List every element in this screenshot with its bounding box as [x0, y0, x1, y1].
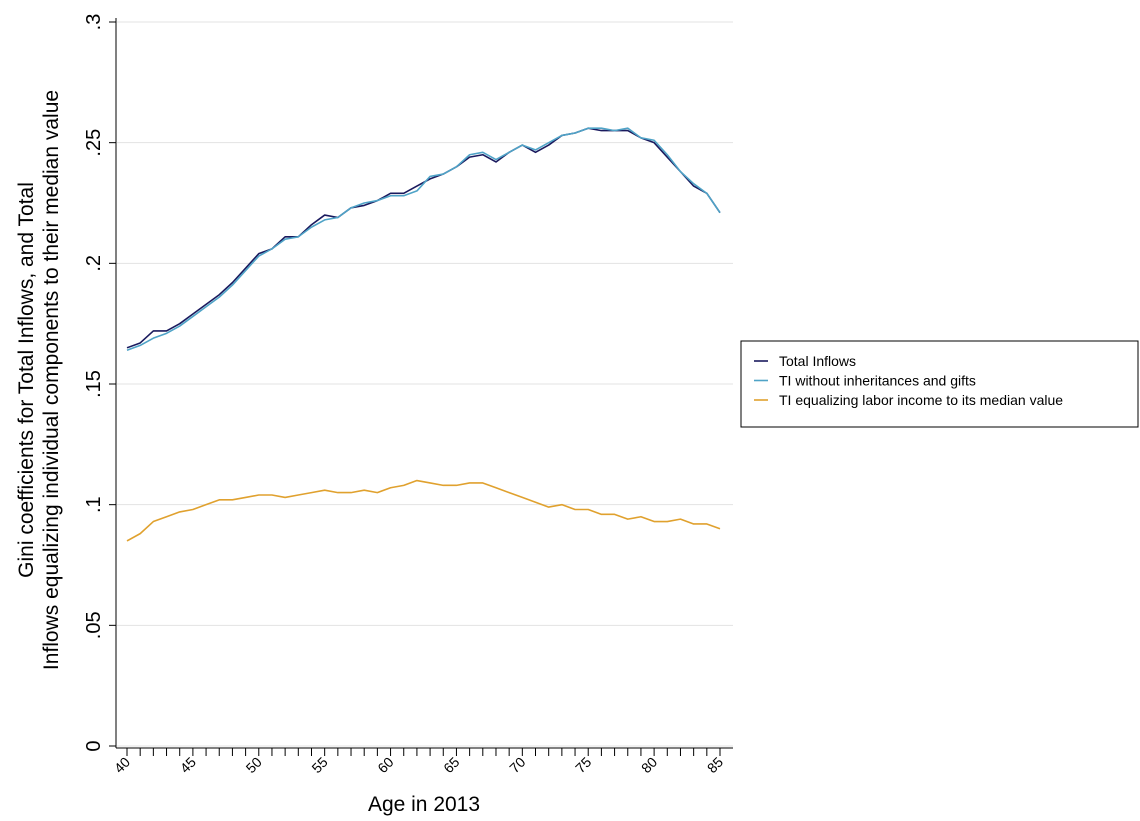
y-axis-title-line-1: Gini coefficients for Total Inflows, and…	[15, 182, 38, 578]
x-tick-label: 50	[243, 754, 265, 776]
series-line-3	[126, 479, 721, 542]
x-tick-label: 85	[704, 754, 726, 776]
x-tick-label: 80	[638, 754, 660, 776]
legend-label: TI without inheritances and gifts	[779, 373, 976, 389]
x-tick-label: 75	[572, 754, 594, 776]
legend: Total Inflows TI without inheritances and…	[740, 340, 1139, 428]
legend-box	[740, 340, 1139, 428]
legend-label: TI equalizing labor income to its median…	[779, 392, 1063, 408]
y-tick-label: .1	[83, 496, 105, 513]
y-tick-label: .05	[83, 611, 105, 639]
y-tick-label: .2	[83, 255, 105, 272]
series-line-1	[126, 127, 721, 349]
x-tick-label: 65	[440, 754, 462, 776]
x-tick-label: 45	[177, 754, 199, 776]
y-tick-label: .15	[83, 370, 105, 398]
x-tick-label: 55	[308, 754, 330, 776]
y-ticks: 0 .05 .1 .15 .2 .25 .3	[83, 14, 116, 752]
x-tick-label: 40	[111, 754, 133, 776]
series-lines	[126, 127, 721, 542]
y-tick-label: .3	[83, 14, 105, 31]
y-tick-label: .25	[83, 129, 105, 157]
x-tick-label: 70	[506, 754, 528, 776]
axes	[115, 18, 733, 749]
x-ticks: 40 45 50 55 60 65 70 75 80 85	[111, 748, 726, 776]
y-tick-label: 0	[83, 740, 105, 751]
x-tick-label: 60	[374, 754, 396, 776]
grid-lines	[117, 21, 733, 747]
x-axis-title: Age in 2013	[368, 793, 480, 816]
legend-label: Total Inflows	[779, 353, 856, 369]
y-axis-title-line-2: Inflows equalizing individual components…	[40, 90, 63, 670]
series-line-2	[126, 127, 721, 351]
